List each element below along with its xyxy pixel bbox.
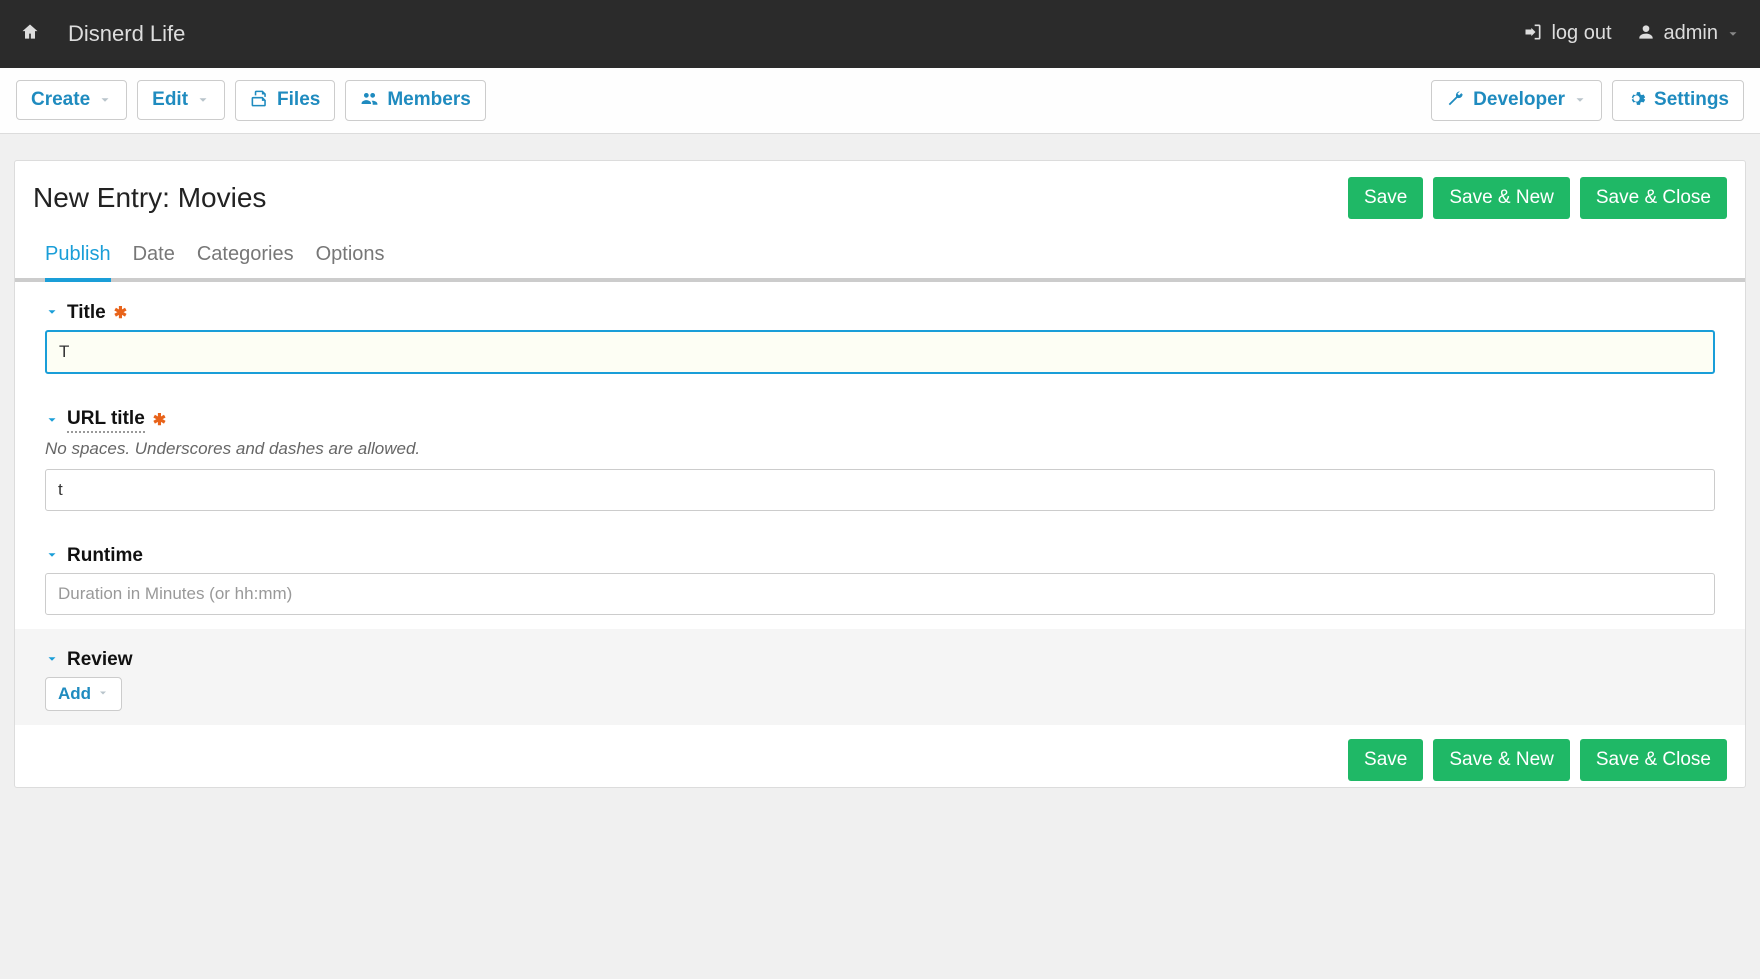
url-title-input[interactable] bbox=[45, 469, 1715, 511]
developer-button[interactable]: Developer bbox=[1431, 80, 1602, 121]
required-indicator: ✱ bbox=[114, 303, 127, 323]
field-title-label: Title bbox=[67, 302, 106, 324]
review-add-button[interactable]: Add bbox=[45, 677, 122, 711]
create-button[interactable]: Create bbox=[16, 80, 127, 120]
action-bar: Create Edit Files Members Developer Sett… bbox=[0, 68, 1760, 134]
entry-card: New Entry: Movies Save Save & New Save &… bbox=[14, 160, 1746, 788]
save-and-close-button-footer[interactable]: Save & Close bbox=[1580, 739, 1727, 781]
save-and-close-button[interactable]: Save & Close bbox=[1580, 177, 1727, 219]
logout-link[interactable]: log out bbox=[1523, 22, 1611, 46]
settings-button[interactable]: Settings bbox=[1612, 80, 1744, 121]
logout-label: log out bbox=[1551, 22, 1611, 45]
chevron-down-icon bbox=[1573, 92, 1587, 108]
tab-publish[interactable]: Publish bbox=[45, 243, 111, 278]
footer-actions: Save Save & New Save & Close bbox=[15, 725, 1745, 787]
tab-categories[interactable]: Categories bbox=[197, 243, 294, 278]
field-url-title-label: URL title bbox=[67, 408, 145, 433]
files-icon bbox=[250, 89, 269, 112]
files-label: Files bbox=[277, 89, 320, 111]
review-add-label: Add bbox=[58, 684, 91, 704]
members-label: Members bbox=[387, 89, 470, 111]
entry-tabs: Publish Date Categories Options bbox=[15, 219, 1745, 282]
top-navbar: Disnerd Life log out admin bbox=[0, 0, 1760, 68]
chevron-down-icon[interactable] bbox=[45, 652, 59, 668]
create-label: Create bbox=[31, 89, 90, 111]
chevron-down-icon[interactable] bbox=[45, 548, 59, 564]
field-url-title-block: URL title ✱ No spaces. Underscores and d… bbox=[15, 388, 1745, 525]
save-button-footer[interactable]: Save bbox=[1348, 739, 1423, 781]
tab-date[interactable]: Date bbox=[133, 243, 175, 278]
chevron-down-icon bbox=[98, 92, 112, 108]
site-title[interactable]: Disnerd Life bbox=[68, 21, 185, 47]
save-button[interactable]: Save bbox=[1348, 177, 1423, 219]
page-heading: New Entry: Movies bbox=[33, 182, 266, 214]
user-label: admin bbox=[1664, 22, 1718, 45]
save-and-new-button-footer[interactable]: Save & New bbox=[1433, 739, 1570, 781]
edit-label: Edit bbox=[152, 89, 188, 111]
required-indicator: ✱ bbox=[153, 410, 166, 430]
field-title-block: Title ✱ bbox=[15, 282, 1745, 388]
field-runtime-label: Runtime bbox=[67, 545, 143, 567]
wrench-icon bbox=[1446, 89, 1465, 112]
user-menu[interactable]: admin bbox=[1636, 22, 1740, 46]
gear-icon bbox=[1627, 89, 1646, 112]
tab-options[interactable]: Options bbox=[316, 243, 385, 278]
members-icon bbox=[360, 89, 379, 112]
field-review-block: Review Add bbox=[15, 629, 1745, 725]
developer-label: Developer bbox=[1473, 89, 1565, 111]
home-icon[interactable] bbox=[20, 22, 40, 46]
edit-button[interactable]: Edit bbox=[137, 80, 225, 120]
chevron-down-icon bbox=[196, 92, 210, 108]
field-url-title-hint: No spaces. Underscores and dashes are al… bbox=[45, 439, 1715, 459]
field-runtime-block: Runtime bbox=[15, 525, 1745, 629]
chevron-down-icon[interactable] bbox=[45, 305, 59, 321]
chevron-down-icon bbox=[1726, 26, 1740, 42]
save-and-new-button[interactable]: Save & New bbox=[1433, 177, 1570, 219]
chevron-down-icon[interactable] bbox=[45, 412, 59, 428]
user-icon bbox=[1636, 22, 1656, 46]
signout-icon bbox=[1523, 22, 1543, 46]
runtime-input[interactable] bbox=[45, 573, 1715, 615]
title-input[interactable] bbox=[45, 330, 1715, 374]
settings-label: Settings bbox=[1654, 89, 1729, 111]
chevron-down-icon bbox=[97, 687, 109, 701]
field-review-label: Review bbox=[67, 649, 132, 671]
members-button[interactable]: Members bbox=[345, 80, 485, 121]
files-button[interactable]: Files bbox=[235, 80, 335, 121]
